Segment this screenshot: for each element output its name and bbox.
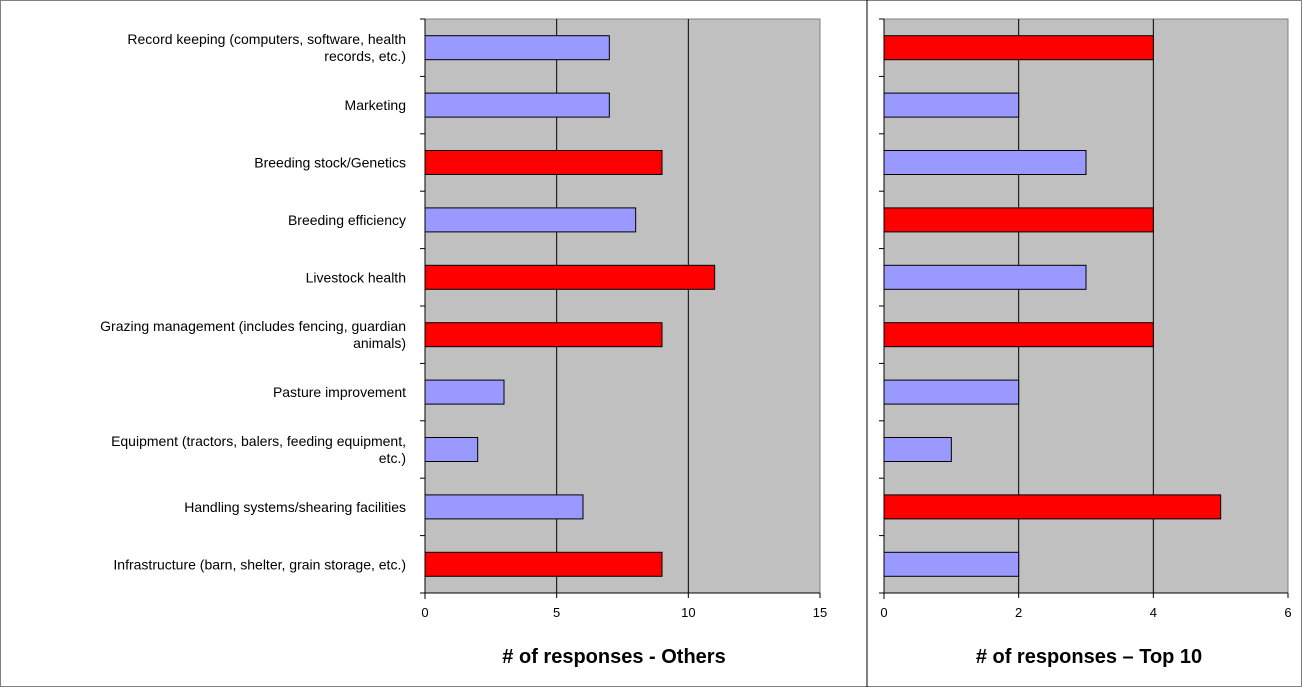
top10-bar (883, 207, 1154, 233)
others-x-tick-label: 10 (681, 605, 695, 620)
others-bar (424, 551, 663, 577)
top10-bar (883, 322, 1154, 348)
others-bar (424, 92, 610, 118)
others-chart: Record keeping (computers, software, hea… (100, 18, 827, 668)
top10-bar (883, 379, 1020, 405)
top10-bar (883, 264, 1087, 290)
category-labels: Record keeping (computers, software, hea… (100, 31, 406, 572)
top10-bars (883, 35, 1222, 577)
top10-chart: 0 2 4 6 # of responses – Top 10 (879, 18, 1292, 668)
others-bar (424, 322, 663, 348)
category-label: Infrastructure (barn, shelter, grain sto… (113, 556, 406, 572)
category-label: Record keeping (computers, software, hea… (127, 31, 406, 47)
top10-bar (883, 437, 952, 462)
top10-bar (883, 551, 1020, 577)
top10-x-tick-label: 4 (1150, 605, 1157, 620)
category-label: etc.) (379, 450, 406, 466)
category-label: records, etc.) (324, 48, 406, 64)
category-label: animals) (353, 335, 406, 351)
top10-x-tick-labels: 0 2 4 6 (880, 593, 1292, 620)
others-bar (424, 35, 610, 61)
category-label: Equipment (tractors, balers, feeding equ… (111, 433, 406, 449)
top10-bar (883, 494, 1222, 520)
others-bar (424, 494, 584, 520)
others-x-tick-labels: 0 5 10 15 (421, 593, 827, 620)
category-label: Pasture improvement (273, 384, 406, 400)
category-label: Livestock health (306, 269, 406, 285)
top10-bar (883, 92, 1020, 118)
category-label: Marketing (345, 97, 406, 113)
category-label: Grazing management (includes fencing, gu… (100, 318, 406, 334)
top10-x-tick-label: 2 (1015, 605, 1022, 620)
top10-bar (883, 35, 1154, 61)
others-x-axis-title: # of responses - Others (502, 646, 725, 668)
others-bar (424, 437, 479, 462)
others-bar (424, 379, 505, 405)
others-x-tick-label: 5 (553, 605, 560, 620)
category-label: Breeding stock/Genetics (254, 155, 406, 171)
others-x-tick-label: 15 (813, 605, 827, 620)
others-bars (424, 35, 716, 577)
category-label: Breeding efficiency (288, 212, 406, 228)
others-bar (424, 264, 716, 290)
top10-x-tick-label: 0 (880, 605, 887, 620)
top10-x-tick-label: 6 (1284, 605, 1291, 620)
others-bar (424, 150, 663, 175)
top10-x-axis-title: # of responses – Top 10 (976, 646, 1202, 668)
top10-bar (883, 150, 1087, 175)
category-label: Handling systems/shearing facilities (184, 499, 406, 515)
others-bar (424, 207, 637, 233)
others-x-tick-label: 0 (421, 605, 428, 620)
